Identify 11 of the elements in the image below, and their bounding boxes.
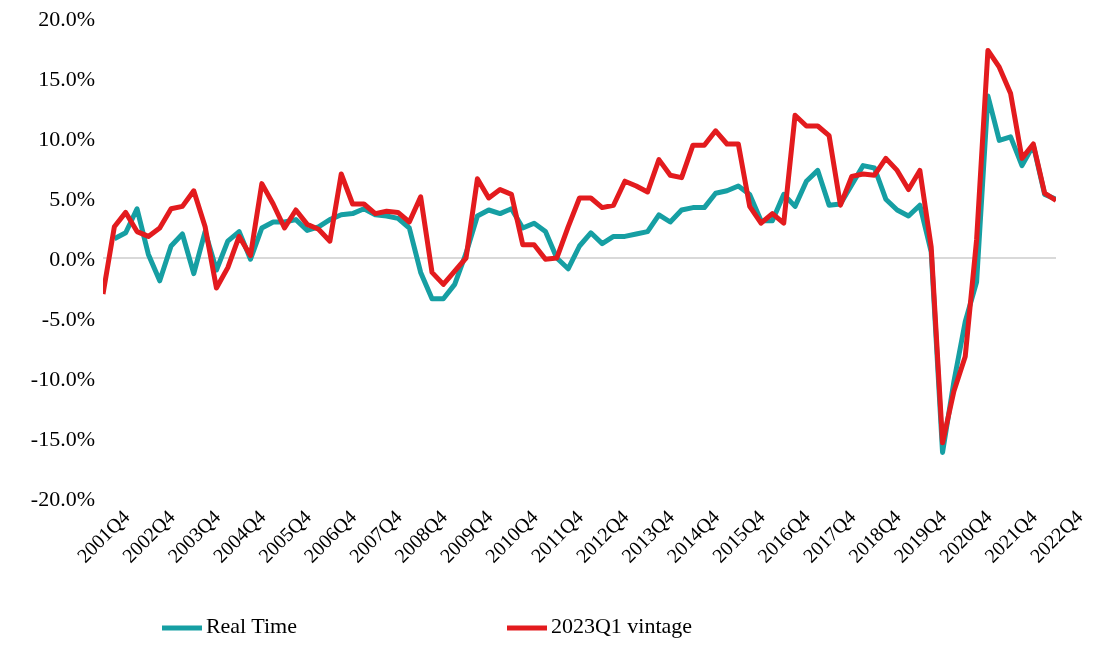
y-tick-label: 20.0% <box>38 5 95 31</box>
y-tick-label: -5.0% <box>41 305 95 331</box>
legend-label: Real Time <box>205 613 297 639</box>
y-tick-label: 0.0% <box>49 245 95 271</box>
y-tick-label: 10.0% <box>38 125 95 151</box>
y-tick-label: -15.0% <box>30 425 95 451</box>
legend-label: 2023Q1 vintage <box>550 613 693 639</box>
y-tick-label: -10.0% <box>30 365 95 391</box>
y-tick-label: -20.0% <box>30 485 95 511</box>
y-tick-label: 15.0% <box>38 65 95 91</box>
y-tick-label: 5.0% <box>49 185 95 211</box>
